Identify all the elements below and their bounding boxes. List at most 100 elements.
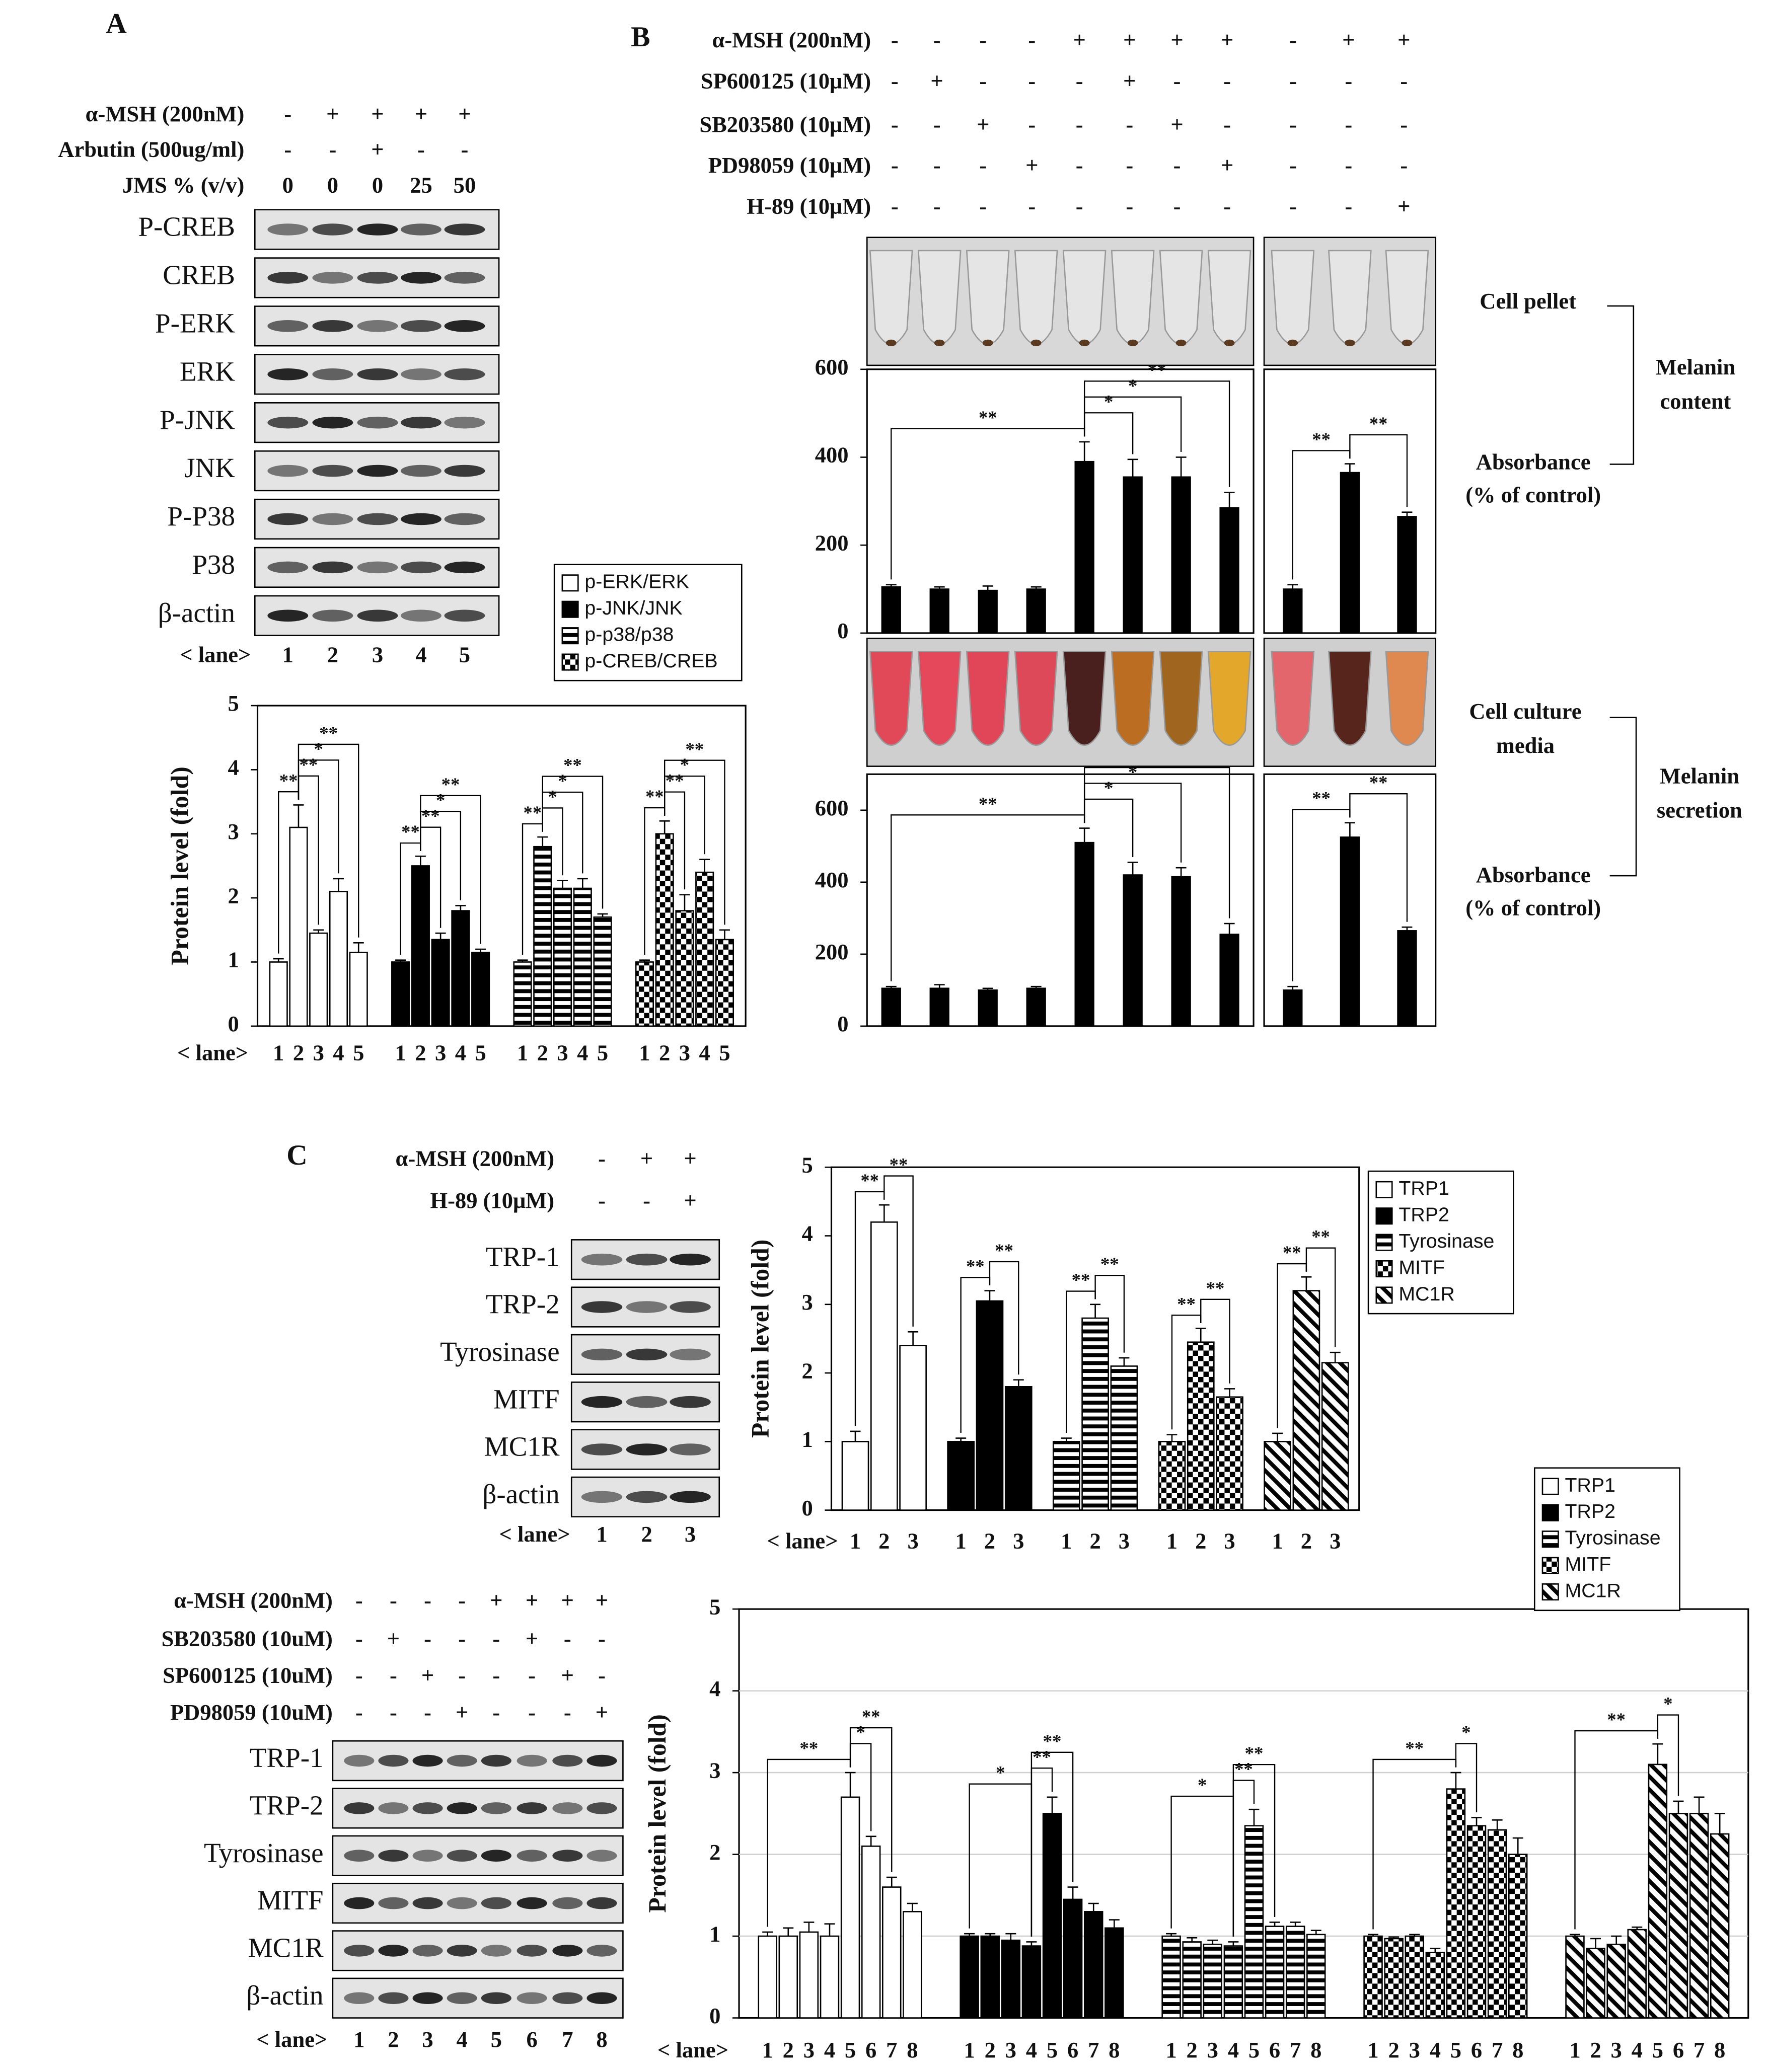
bar — [573, 887, 592, 1027]
blot-band — [552, 1945, 583, 1957]
bar — [929, 987, 949, 1027]
y-tick-label: 0 — [709, 2003, 720, 2028]
significance-label: ** — [1033, 1746, 1051, 1767]
treatment-mark: - — [355, 1587, 363, 1613]
treatment-mark: + — [596, 1700, 608, 1725]
blot-band — [344, 1754, 375, 1767]
lane-number: 5 — [459, 642, 470, 667]
y-tick-label: 0 — [228, 1011, 239, 1036]
blot-band — [447, 1802, 477, 1814]
bar — [1397, 516, 1417, 634]
legend-swatch — [1541, 1557, 1559, 1574]
treatment-mark: - — [891, 193, 899, 218]
treatment-mark: + — [1397, 27, 1410, 52]
treatment-mark: + — [1123, 27, 1136, 52]
blot-band — [401, 368, 441, 380]
treatment-mark: + — [977, 112, 989, 137]
bar — [1081, 1317, 1109, 1511]
x-tick-label: 6 — [1471, 2037, 1482, 2062]
lane-number: 4 — [457, 2027, 468, 2052]
treatment-mark: - — [1028, 193, 1036, 218]
treatment-mark: + — [1397, 193, 1410, 218]
x-tick-label: 3 — [557, 1040, 568, 1065]
treatment-mark: - — [458, 1663, 466, 1688]
tube — [1328, 250, 1372, 345]
blot-band — [357, 223, 398, 236]
bar — [1487, 1829, 1507, 2019]
x-tick-label: 3 — [907, 1528, 918, 1553]
legend-label: p-JNK/JNK — [584, 597, 682, 619]
pellet — [1224, 339, 1235, 346]
blot-row-label: β-actin — [246, 1980, 323, 2011]
treatment-mark: - — [1223, 112, 1231, 137]
blot-band — [357, 561, 398, 574]
treatment-mark: - — [284, 137, 291, 162]
tube — [966, 651, 1010, 746]
pellet — [1030, 339, 1042, 346]
treatment-label: α-MSH (200nM) — [86, 101, 245, 126]
treatment-label: JMS % (v/v) — [122, 172, 245, 197]
legend-swatch — [1541, 1530, 1559, 1548]
bar — [820, 1935, 840, 2019]
bar — [899, 1345, 927, 1511]
significance-label: ** — [1369, 413, 1388, 434]
x-tick-label: 8 — [1109, 2037, 1120, 2062]
treatment-mark: + — [371, 101, 384, 126]
treatment-mark: - — [1076, 68, 1083, 93]
treatment-mark: - — [1076, 193, 1083, 218]
bar — [840, 1796, 860, 2019]
bar — [1689, 1813, 1709, 2019]
y-tick-label: 0 — [802, 1495, 813, 1520]
treatment-mark: + — [561, 1663, 574, 1688]
lane-number: 8 — [596, 2027, 607, 2052]
blot-band — [581, 1348, 623, 1361]
treatment-mark: - — [1173, 68, 1181, 93]
bar — [1026, 588, 1046, 634]
bar — [1182, 1941, 1202, 2019]
bar — [758, 1935, 777, 2019]
x-tick-label: 7 — [1290, 2037, 1301, 2062]
side-label: media — [1496, 733, 1555, 758]
x-tick-label: 3 — [1224, 1528, 1235, 1553]
y-tick-label: 2 — [802, 1358, 813, 1383]
significance-bracket — [1083, 380, 1230, 487]
treatment-label: Arbutin (500ug/ml) — [58, 137, 244, 162]
significance-label: ** — [1100, 1254, 1119, 1274]
x-tick-label: 2 — [1187, 2037, 1198, 2062]
blot-band — [552, 1802, 583, 1814]
significance-label: * — [314, 738, 323, 759]
bar — [881, 586, 901, 634]
bar — [778, 1935, 798, 2019]
treatment-mark: - — [492, 1700, 500, 1725]
x-tick-label: 1 — [762, 2037, 773, 2062]
blot-band — [412, 1850, 443, 1862]
x-tick-label: 2 — [537, 1040, 548, 1065]
treatment-mark: - — [598, 1188, 606, 1213]
tube — [1271, 250, 1315, 345]
x-tick-label: 1 — [639, 1040, 650, 1065]
treatment-mark: + — [596, 1587, 608, 1613]
y-axis-label: Protein level (fold) — [747, 1240, 774, 1438]
blot-band — [267, 465, 309, 477]
bar — [1586, 1948, 1605, 2019]
blot-band — [267, 272, 309, 284]
blot-band — [312, 272, 353, 284]
treatment-mark: - — [1223, 193, 1231, 218]
blot-band — [586, 1945, 617, 1957]
bar — [978, 589, 998, 634]
blot-band — [444, 416, 485, 429]
x-tick-label: 6 — [865, 2037, 876, 2062]
blot-band — [552, 1850, 583, 1862]
lane-label: < lane> — [180, 642, 251, 667]
blot-band — [312, 368, 353, 380]
bar — [675, 910, 694, 1027]
blot-band — [626, 1301, 668, 1313]
treatment-mark: - — [979, 193, 987, 218]
x-tick-label: 1 — [955, 1528, 967, 1553]
significance-bracket — [1083, 412, 1134, 454]
legend-swatch — [561, 653, 579, 671]
bar — [1063, 1898, 1083, 2019]
blot-band — [481, 1850, 511, 1862]
lane-number: 6 — [526, 2027, 537, 2052]
treatment-mark: - — [1289, 193, 1297, 218]
